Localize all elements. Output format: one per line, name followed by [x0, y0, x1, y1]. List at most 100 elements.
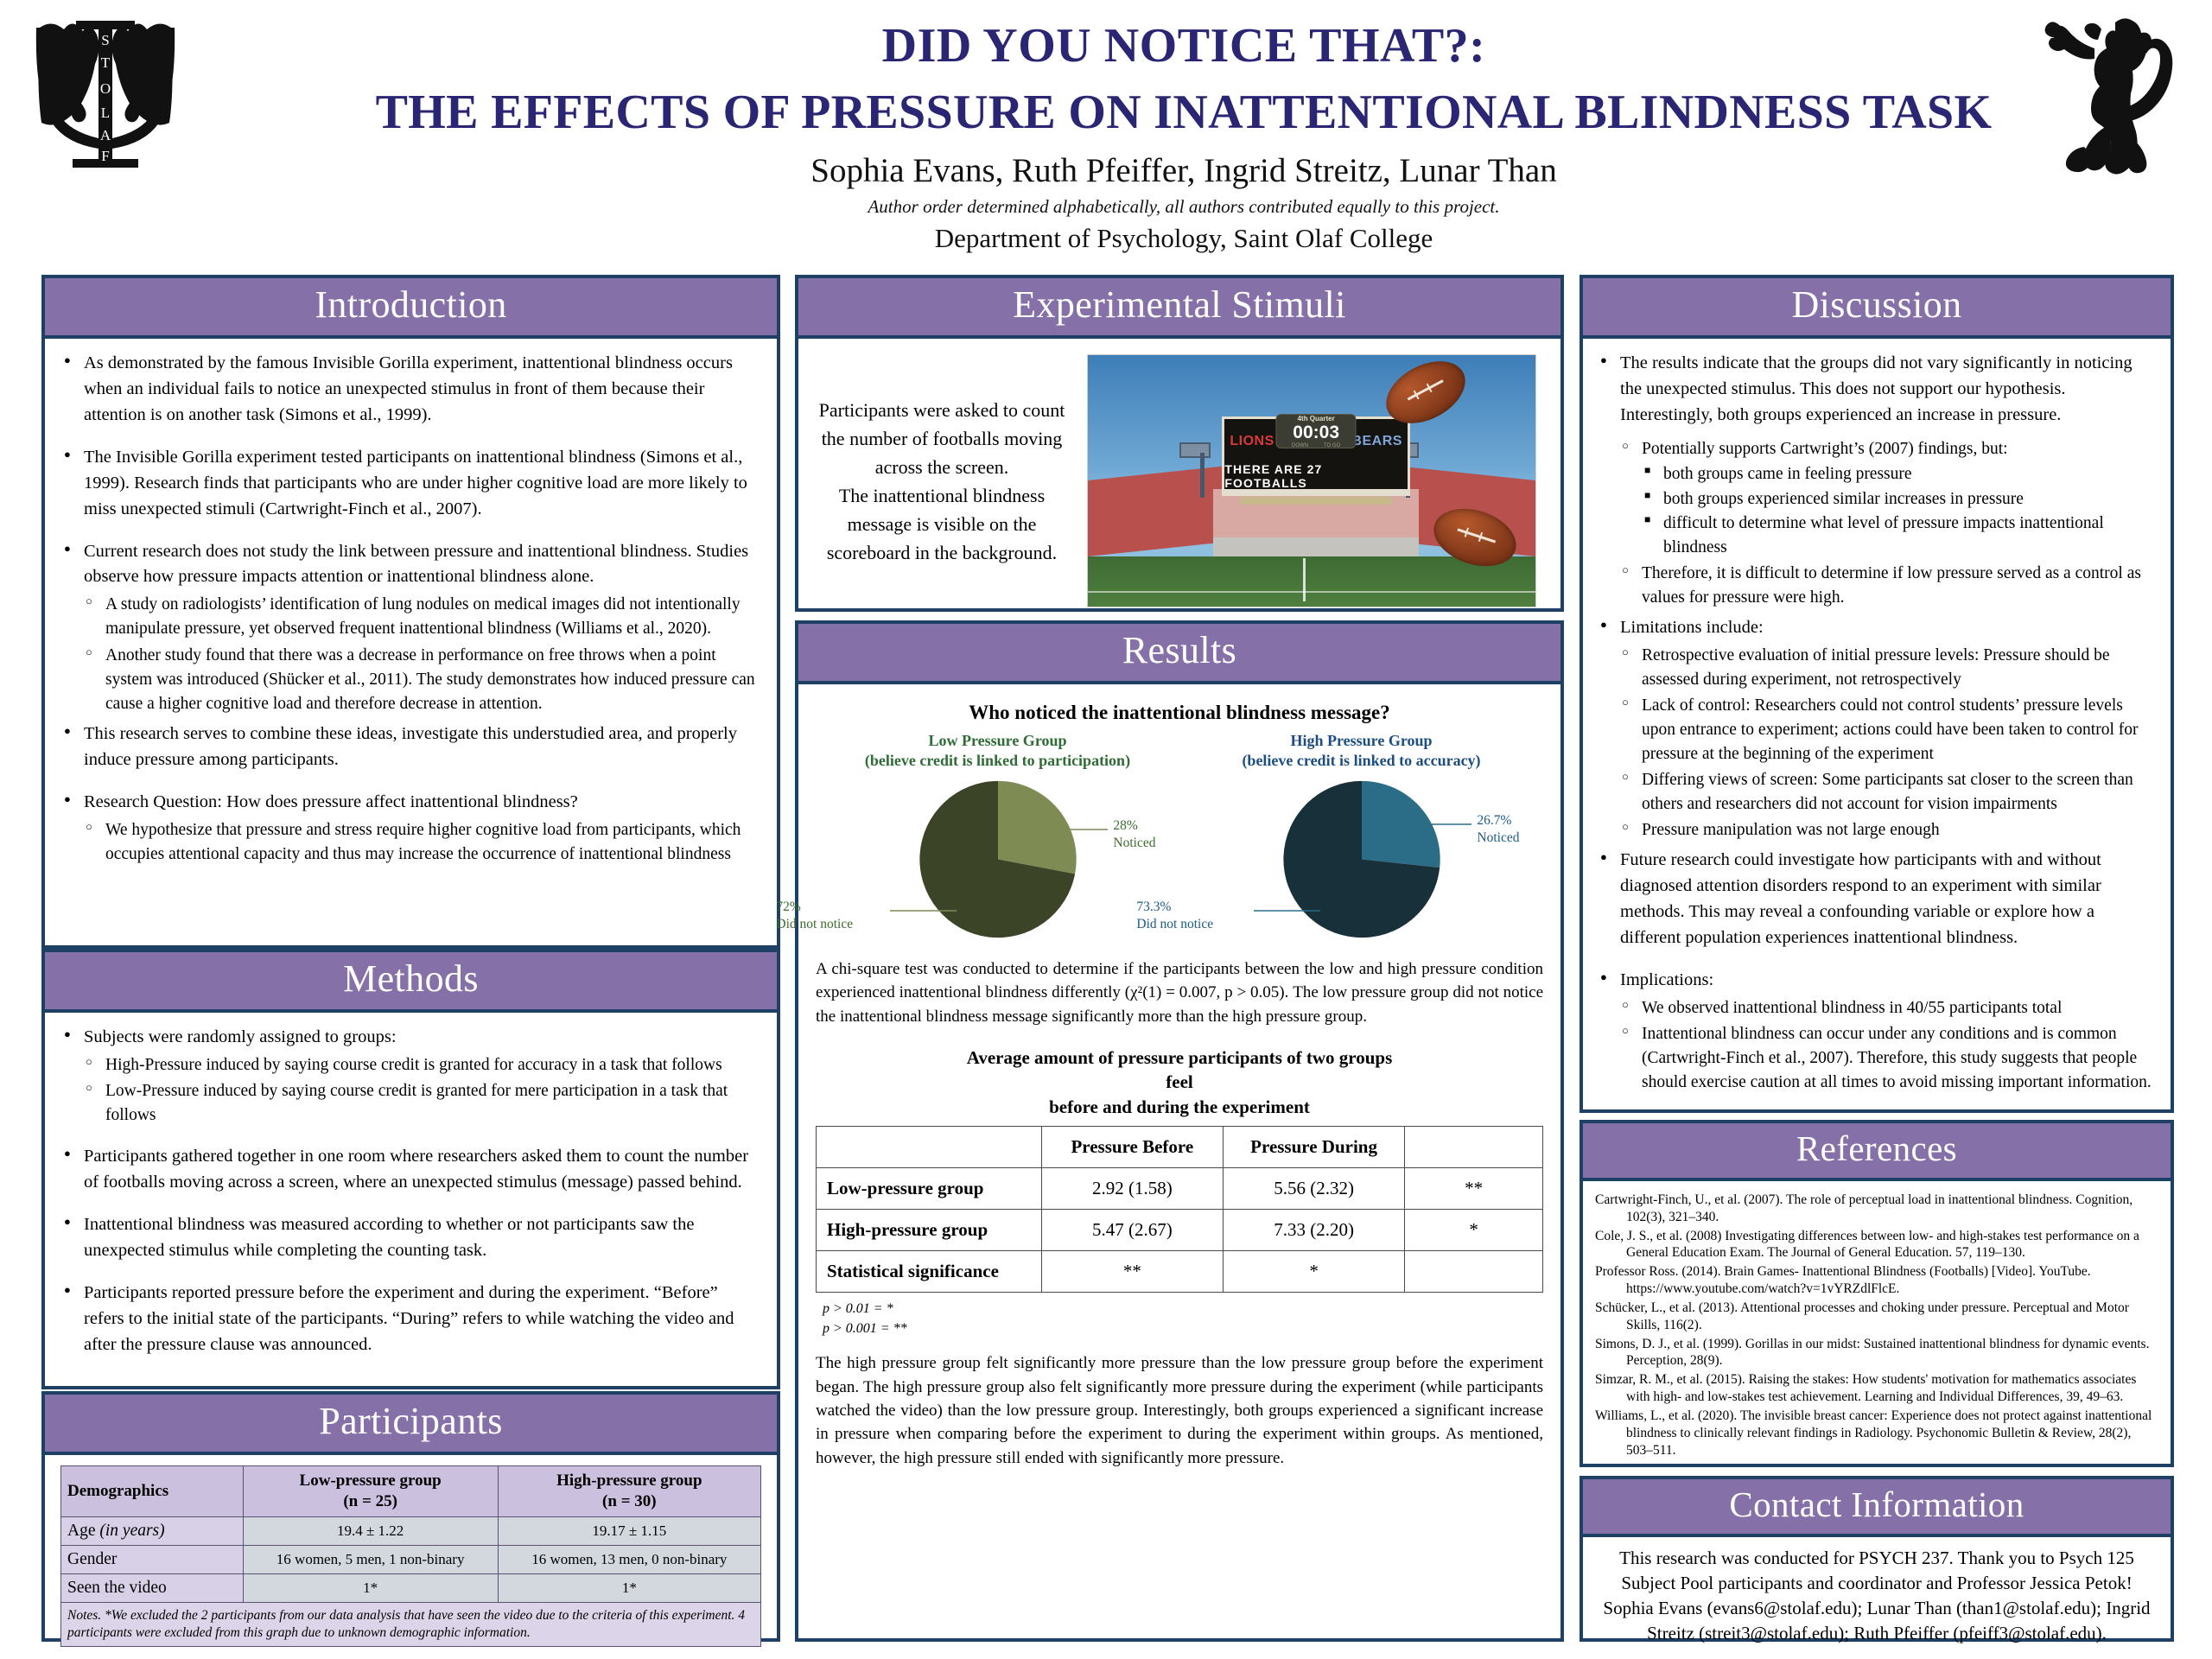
col-header-high-pressure: High-pressure group (n = 30)	[497, 1465, 762, 1517]
cell-sig-before: **	[1040, 1250, 1224, 1294]
football-laces	[1408, 379, 1444, 401]
bullet-text: This research serves to combine these id…	[84, 723, 737, 769]
svg-text:S: S	[101, 32, 109, 48]
scoreboard-away-team: BEARS	[1351, 433, 1402, 448]
list-item: We hypothesize that pressure and stress …	[84, 818, 761, 867]
list-item: Pressure manipulation was not large enou…	[1620, 818, 2157, 842]
scoreboard-hidden-message: THERE ARE 27 FOOTBALLS	[1224, 462, 1408, 490]
panel-methods: Methods Subjects were randomly assigned …	[41, 949, 780, 1389]
demographics-table: Demographics Low-pressure group (n = 25)…	[60, 1465, 762, 1648]
list-item: As demonstrated by the famous Invisible …	[60, 350, 761, 429]
list-item: Differing views of screen: Some particip…	[1620, 768, 2157, 817]
cell-sig-blank	[1404, 1250, 1543, 1294]
discussion-sublist: We observed inattentional blindness in 4…	[1620, 996, 2157, 1095]
pressure-table-footnote-2: p > 0.001 = **	[823, 1320, 907, 1336]
svg-text:O: O	[100, 80, 111, 97]
scoreboard-down-label: DOWN	[1292, 442, 1309, 448]
list-item: Limitations include: Retrospective evalu…	[1597, 614, 2157, 843]
svg-text:L: L	[101, 105, 110, 121]
list-item: Potentially supports Cartwright’s (2007)…	[1620, 437, 2157, 560]
pie-leader-lines-low	[890, 829, 1109, 912]
list-item: Inattentional blindness was measured acc…	[60, 1211, 761, 1264]
list-item: We observed inattentional blindness in 4…	[1620, 996, 2157, 1020]
discussion-sublist: Retrospective evaluation of initial pres…	[1620, 644, 2157, 843]
title-block: DID YOU NOTICE THAT?: THE EFFECTS OF PRE…	[363, 19, 2005, 254]
results-body: Who noticed the inattentional blindness …	[776, 684, 1560, 1477]
list-item: Subjects were randomly assigned to group…	[60, 1024, 761, 1128]
field-yard-line	[1088, 591, 1535, 593]
table-row: Statistical significance ** *	[816, 1250, 1543, 1294]
list-item: both groups experienced similar increase…	[1642, 487, 2157, 512]
stimuli-description: Participants were asked to count the num…	[818, 398, 1065, 563]
introduction-sublist: A study on radiologists’ identification …	[84, 593, 761, 715]
row-label-high-pressure: High-pressure group	[816, 1209, 1042, 1252]
table-header: Demographics Low-pressure group (n = 25)…	[60, 1465, 762, 1517]
col-header-low-pressure: Low-pressure group (n = 25)	[242, 1465, 499, 1517]
bullet-text: Participants reported pressure before th…	[84, 1282, 734, 1354]
pie-leader-lines-high	[1254, 823, 1472, 912]
scoreboard-top: LIONS 4th Quarter 00:03 DOWN TO GO BEARS	[1224, 414, 1408, 464]
svg-text:T: T	[101, 54, 111, 71]
pressure-table: Pressure Before Pressure During Low-pres…	[816, 1126, 1543, 1294]
references-heading: References	[1583, 1123, 2171, 1181]
reference-item: Cole, J. S., et al. (2008) Investigating…	[1595, 1228, 2139, 1261]
stimulus-screenshot: LIONS 4th Quarter 00:03 DOWN TO GO BEARS…	[1087, 354, 1536, 607]
table-row: Pressure Before Pressure During	[816, 1126, 1543, 1169]
participants-heading: Participants	[45, 1395, 777, 1455]
list-item: Lack of control: Researchers could not c…	[1620, 694, 2157, 766]
pie-holder: 28% Noticed 72% Did not notice	[776, 779, 1172, 944]
pie-chart-high-pressure: High Pressure Group (believe credit is l…	[1136, 731, 1535, 944]
pie-label-pct: 28%	[1113, 818, 1138, 834]
pie-svg-high	[1282, 780, 1440, 938]
panel-participants: Participants Demographics Low-pressure g…	[41, 1391, 780, 1648]
row-label-unit: (in years)	[99, 1521, 165, 1540]
col-header-line1: High-pressure group	[556, 1471, 702, 1490]
scoreboard-base	[1240, 497, 1393, 505]
scoreboard-quarter: 4th Quarter	[1297, 414, 1335, 423]
pie-svg-low	[918, 780, 1077, 938]
col-header-demographics: Demographics	[60, 1465, 244, 1517]
pie-label-did-not-notice-high: 73.3% Did not notice	[1136, 899, 1213, 933]
discussion-body: The results indicate that the groups did…	[1583, 339, 2171, 1112]
cell-high-during: 7.33 (2.20)	[1222, 1209, 1406, 1252]
svg-text:A: A	[100, 127, 111, 143]
list-item: Implications: We observed inattentional …	[1597, 967, 2157, 1095]
list-item: The Invisible Gorilla experiment tested …	[60, 444, 761, 523]
col-header-line2: (n = 30)	[602, 1491, 657, 1510]
references-body: Cartwright-Finch, U., et al. (2007). The…	[1583, 1181, 2171, 1471]
bullet-text: Participants gathered together in one ro…	[84, 1147, 749, 1192]
pie-chart-low-pressure: Low Pressure Group (believe credit is li…	[776, 731, 1172, 944]
participants-body: Demographics Low-pressure group (n = 25)…	[45, 1455, 777, 1657]
pie-label-did-not-notice-low: 72% Did not notice	[776, 899, 853, 933]
methods-sublist: High-Pressure induced by saying course c…	[84, 1053, 761, 1128]
author-list: Sophia Evans, Ruth Pfeiffer, Ingrid Stre…	[810, 151, 1557, 189]
list-item: Inattentional blindness can occur under …	[1620, 1022, 2157, 1095]
list-item: Participants gathered together in one ro…	[60, 1143, 761, 1196]
pressure-table-footnote-1: p > 0.01 = *	[823, 1301, 893, 1317]
scoreboard-togo-label: TO GO	[1324, 442, 1341, 448]
cell-low-before: 2.92 (1.58)	[1040, 1167, 1224, 1211]
list-item: both groups came in feeling pressure	[1642, 462, 2157, 486]
pie-label-pct: 26.7%	[1477, 813, 1512, 829]
pressure-table-title-line3: before and during the experiment	[1049, 1096, 1310, 1117]
discussion-sublist: Potentially supports Cartwright’s (2007)…	[1620, 437, 2157, 610]
row-label-text: Age	[67, 1521, 100, 1540]
list-item: Another study found that there was a dec…	[84, 644, 761, 716]
results-summary-paragraph: The high pressure group felt significant…	[816, 1354, 1543, 1467]
pressure-table-title-line2: feel	[1166, 1071, 1193, 1093]
cell-seen-low: 1*	[242, 1573, 499, 1603]
panel-experimental-stimuli: Experimental Stimuli Participants were a…	[795, 275, 1564, 612]
pie-caption-line1: High Pressure Group	[1290, 732, 1433, 749]
scoreboard-clock: 00:03	[1293, 422, 1340, 442]
svg-text:F: F	[101, 148, 109, 164]
department-affiliation: Department of Psychology, Saint Olaf Col…	[934, 222, 1433, 253]
field-hash-mark	[1302, 558, 1306, 601]
author-note: Author order determined alphabetically, …	[868, 195, 1500, 217]
table-row: Seen the video 1* 1*	[60, 1573, 762, 1603]
discussion-heading: Discussion	[1583, 278, 2171, 339]
pie-slice-noticed	[1361, 780, 1440, 868]
panel-references: References Cartwright-Finch, U., et al. …	[1580, 1120, 2174, 1467]
introduction-heading: Introduction	[45, 278, 777, 339]
bullet-text: Future research could investigate how pa…	[1620, 850, 2101, 948]
